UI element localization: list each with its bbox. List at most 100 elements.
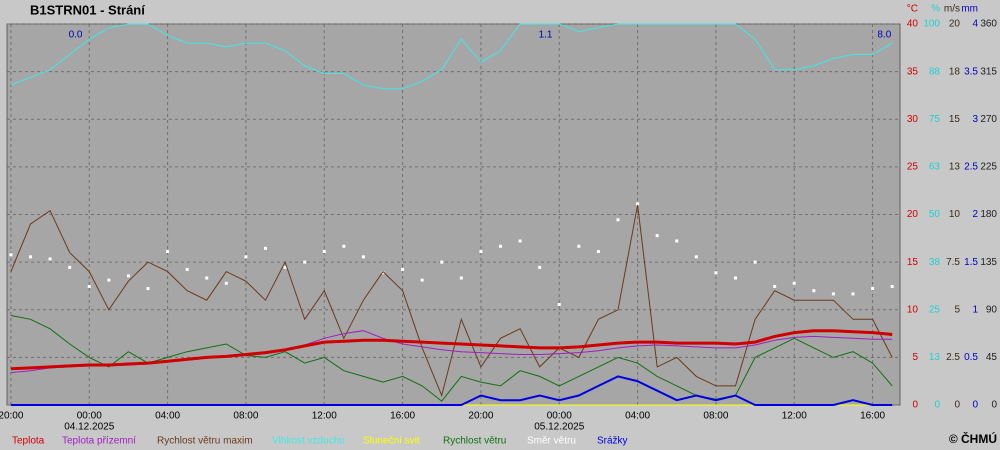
wind-dir-dot	[381, 271, 385, 275]
x-tick-label: 08:00	[703, 411, 728, 422]
wind-dir-dot	[342, 244, 346, 248]
wind-dir-dot	[68, 265, 72, 269]
y-tick-label: 0	[972, 400, 978, 411]
y-tick-label: 1.5	[964, 257, 978, 268]
axis-unit: mm	[961, 4, 978, 15]
y-tick-label: 63	[929, 162, 941, 173]
y-tick-label: 180	[980, 209, 997, 220]
wind-dir-dot	[420, 278, 424, 282]
legend-entry: Směr větru	[527, 436, 576, 447]
wind-dir-dot	[264, 246, 267, 250]
y-tick-label: 40	[907, 19, 919, 30]
wind-dir-dot	[48, 257, 52, 261]
wind-dir-dot	[283, 265, 287, 269]
date-label: 04.12.2025	[64, 422, 114, 433]
y-tick-label: 100	[923, 19, 940, 30]
wind-dir-dot	[557, 302, 561, 306]
x-tick-label: 12:00	[312, 411, 337, 422]
series-line	[10, 315, 893, 402]
x-tick-label: 16:00	[390, 411, 415, 422]
y-tick-label: 10	[949, 209, 961, 220]
y-tick-label: 1	[972, 304, 978, 315]
y-tick-label: 5	[912, 352, 918, 363]
y-tick-label: 225	[980, 162, 997, 173]
x-tick-label: 04:00	[625, 411, 650, 422]
x-tick-label: 00:00	[77, 411, 102, 422]
wind-dir-dot	[773, 284, 777, 288]
wind-dir-dot	[166, 250, 170, 254]
y-tick-label: 20	[907, 209, 919, 220]
x-tick-label: 20:00	[468, 411, 493, 422]
y-tick-label: 45	[986, 352, 998, 363]
wind-dir-dot	[734, 276, 737, 280]
series-line	[10, 23, 893, 90]
x-tick-label: 04:00	[155, 411, 180, 422]
wind-dir-dot	[890, 284, 894, 288]
precip-total: 8.0	[877, 30, 891, 41]
y-tick-label: 75	[929, 114, 941, 125]
y-tick-label: 15	[949, 114, 961, 125]
wind-dir-dot	[440, 260, 444, 264]
wind-dir-dot	[636, 202, 640, 206]
wind-dir-dot	[224, 281, 228, 285]
wind-dir-dot	[361, 255, 365, 259]
wind-dir-dot	[538, 265, 542, 269]
x-tick-label: 12:00	[782, 411, 807, 422]
x-tick-label: 16:00	[860, 411, 885, 422]
series-line	[10, 329, 893, 371]
wind-dir-dot	[322, 250, 326, 254]
axis-unit: m/s	[944, 4, 960, 15]
legend-entry: Vlhkost vzduchu	[272, 436, 345, 447]
y-tick-label: 30	[907, 114, 919, 125]
y-tick-label: 20	[949, 19, 961, 30]
y-tick-label: 2.5	[946, 352, 960, 363]
wind-dir-dot	[871, 287, 875, 291]
wind-dir-dot	[753, 260, 757, 264]
precip-total: 0.0	[69, 30, 83, 41]
chart-title: B1STRN01 - Strání	[30, 2, 145, 17]
wind-dir-dot	[792, 281, 796, 285]
y-tick-label: 4	[972, 19, 978, 30]
wind-dir-dot	[577, 244, 581, 248]
wind-dir-dot	[675, 239, 679, 243]
legend-entry: Srážky	[597, 436, 628, 447]
x-tick-label: 00:00	[547, 411, 572, 422]
wind-dir-dot	[812, 289, 816, 293]
series-line	[10, 204, 893, 398]
y-tick-label: 0.5	[964, 352, 978, 363]
wind-dir-dot	[87, 284, 91, 288]
y-tick-label: 3.5	[964, 66, 978, 77]
y-tick-label: 5	[954, 304, 960, 315]
wind-dir-dot	[459, 276, 463, 280]
wind-dir-dot	[694, 255, 698, 259]
y-tick-label: 0	[991, 400, 997, 411]
legend-entry: Rychlost větru	[443, 436, 506, 447]
legend-entry: Rychlost větru maxim	[157, 436, 253, 447]
y-tick-label: 88	[929, 66, 941, 77]
wind-dir-dot	[29, 255, 32, 259]
y-tick-label: 135	[980, 257, 997, 268]
wind-dir-dot	[185, 268, 189, 272]
date-label: 05.12.2025	[534, 422, 584, 433]
legend-entry: Teplota přízemní	[62, 436, 136, 447]
wind-dir-dot	[851, 292, 855, 296]
x-tick-label: 20:00	[0, 411, 24, 422]
y-tick-label: 13	[949, 162, 961, 173]
y-tick-label: 315	[980, 66, 997, 77]
wind-dir-dot	[518, 239, 522, 243]
wind-dir-dot	[655, 234, 659, 238]
y-tick-label: 0	[934, 400, 940, 411]
y-tick-label: 35	[907, 66, 919, 77]
wind-dir-dot	[205, 276, 209, 280]
wind-dir-dot	[107, 278, 111, 282]
wind-dir-dot	[126, 274, 130, 278]
legend-entry: Teplota	[12, 436, 45, 447]
wind-dir-dot	[401, 268, 405, 272]
wind-dir-dot	[831, 292, 835, 296]
wind-dir-dot	[303, 260, 307, 264]
wind-dir-dot	[596, 250, 600, 254]
x-tick-label: 08:00	[233, 411, 258, 422]
y-tick-label: 270	[980, 114, 997, 125]
copyright: © ČHMÚ	[949, 431, 997, 446]
